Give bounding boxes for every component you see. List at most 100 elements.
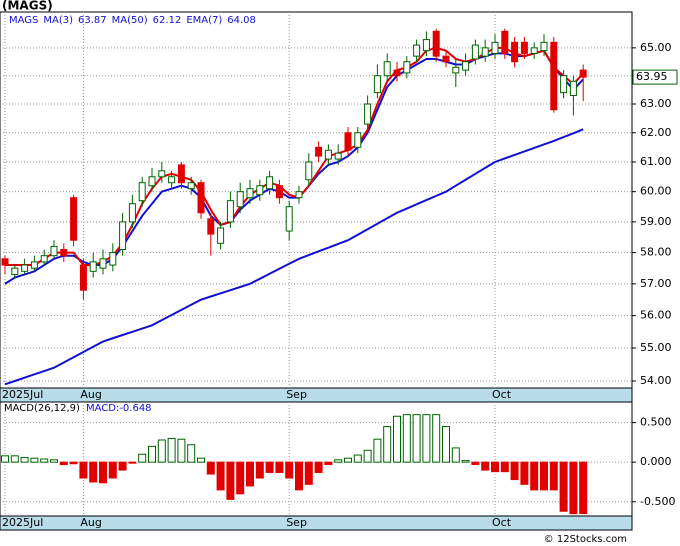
x-tick-label: Aug (80, 388, 101, 401)
macd-bar (265, 461, 274, 473)
candle-body (383, 61, 391, 77)
macd-bar (177, 438, 186, 463)
y-tick-label: 0.000 (640, 455, 672, 468)
y-tick-label: 56.00 (640, 309, 672, 322)
x-tick-label: 2025Jul (2, 388, 43, 401)
y-tick-label: 63.00 (640, 97, 672, 110)
last-price: 63.95 (636, 70, 668, 83)
macd-bar (334, 459, 343, 463)
date-strip (0, 515, 633, 531)
candle-body (285, 206, 293, 232)
candle-body (79, 264, 87, 291)
macd-bar (275, 461, 284, 473)
macd-bar (510, 461, 519, 481)
macd-label: MACD(26,12,9) (4, 403, 80, 414)
macd-bar (304, 461, 313, 485)
macd-bar (30, 457, 39, 463)
candle-body (89, 261, 97, 272)
x-tick-label: Sep (286, 516, 307, 529)
macd-bar (549, 461, 558, 491)
macd-bar (50, 459, 58, 463)
macd-bar (236, 461, 245, 495)
candle-body (442, 55, 450, 63)
candle-body (207, 218, 215, 235)
candle-body (236, 191, 244, 208)
candle-body (275, 185, 283, 199)
legend: MAGS MA(3) 63.87 MA(50) 62.12 EMA(7) 64.08 (9, 15, 256, 26)
macd-bar (99, 461, 107, 484)
macd-bar (520, 461, 529, 485)
macd-bar (216, 461, 225, 491)
y-tick-label: 55.00 (640, 341, 672, 354)
macd-bar (20, 456, 29, 463)
candle-body (393, 69, 401, 77)
macd-bar (412, 414, 421, 463)
macd-bar (471, 461, 480, 466)
candle-body (471, 44, 479, 60)
candle-body (256, 185, 264, 196)
candle-body (432, 30, 440, 57)
macd-bar (10, 455, 19, 463)
y-tick-label: 61.00 (640, 155, 672, 168)
macd-bar (402, 414, 411, 463)
candle-body (158, 170, 166, 178)
candle-body (30, 261, 38, 269)
macd-bar (461, 460, 470, 463)
legend-value: 64.08 (227, 15, 256, 26)
candle-body (373, 75, 381, 94)
candle-body (21, 264, 29, 272)
macd-bar (344, 457, 352, 463)
candle-body (324, 149, 332, 160)
macd-bar (314, 461, 323, 473)
candle-body (246, 188, 254, 199)
macd-bar (167, 437, 176, 463)
candle-body (305, 161, 313, 181)
macd-bar (285, 461, 294, 479)
candle-body (579, 69, 587, 78)
macd-bar (59, 461, 68, 466)
macd-bar (187, 444, 196, 463)
candle-body (11, 267, 19, 275)
y-tick-label: 65.00 (640, 41, 672, 54)
y-tick-label: 60.00 (640, 185, 672, 198)
macd-bar (569, 461, 578, 515)
y-tick-label: -0.500 (640, 495, 675, 508)
candle-body (422, 39, 430, 52)
macd-bar (432, 414, 441, 463)
legend-ticker: MAGS (9, 15, 38, 26)
macd-bar (69, 461, 78, 465)
macd-panel (0, 401, 633, 517)
candle-body (560, 75, 568, 94)
candle-body (413, 44, 421, 57)
macd-bar (442, 426, 450, 463)
macd-bar (451, 447, 460, 463)
macd-bar (255, 461, 264, 479)
macd-bar (500, 461, 509, 473)
macd-bar (226, 461, 235, 500)
x-tick-label: Sep (286, 388, 307, 401)
macd-bar (157, 439, 166, 463)
macd-bar (108, 461, 117, 479)
legend-value: 62.12 (153, 15, 182, 26)
candle-body (1, 258, 9, 266)
candle-body (315, 146, 323, 157)
macd-bar (481, 461, 490, 471)
macd-bar (79, 461, 88, 479)
candle-body (187, 182, 195, 190)
macd-bar (295, 461, 303, 491)
legend-name: MA(50) (112, 15, 148, 26)
candle-body (119, 221, 127, 251)
macd-bar (118, 461, 127, 471)
y-tick-label: 62.00 (640, 126, 672, 139)
candle-body (99, 258, 107, 269)
candle-body (569, 80, 577, 96)
footer: © 12Stocks.com (544, 534, 627, 545)
x-tick-label: Aug (80, 516, 101, 529)
macd-bar (559, 461, 568, 512)
candle-body (197, 182, 205, 214)
legend-value: 63.87 (78, 15, 107, 26)
candle-body (148, 176, 156, 187)
candle-body (266, 176, 274, 190)
macd-bar (89, 461, 98, 483)
